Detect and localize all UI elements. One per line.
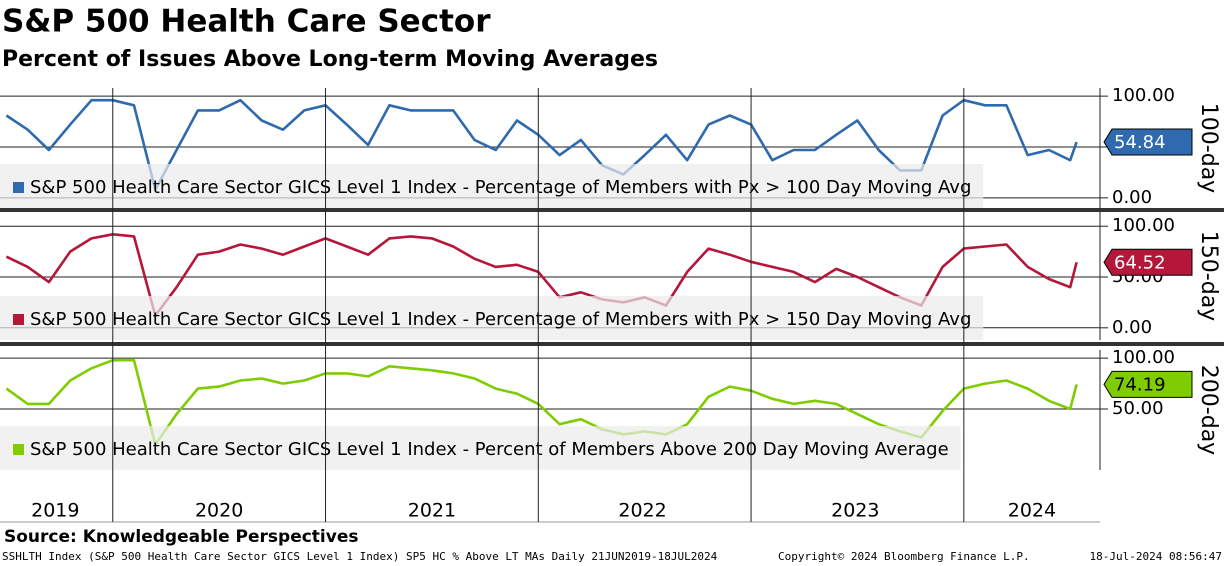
y-tick-label: 50.00: [1112, 398, 1164, 419]
subtitle: Percent of Issues Above Long-term Moving…: [2, 47, 658, 72]
y-tick-label: 100.00: [1112, 85, 1175, 106]
copyright: Copyright© 2024 Bloomberg Finance L.P.: [778, 550, 1030, 563]
legend: S&P 500 Health Care Sector GICS Level 1 …: [0, 296, 984, 340]
legend-swatch: [13, 444, 24, 455]
legend-label: S&P 500 Health Care Sector GICS Level 1 …: [30, 439, 949, 460]
timestamp: 18-Jul-2024 08:56:47: [1090, 550, 1222, 563]
legend-swatch: [13, 182, 24, 193]
footer-description: SSHLTH Index (S&P 500 Health Care Sector…: [2, 550, 718, 563]
legend-swatch: [13, 314, 24, 325]
title: S&P 500 Health Care Sector: [2, 4, 491, 40]
x-tick-label: 2020: [195, 500, 243, 522]
x-tick-label: 2024: [1008, 500, 1056, 522]
y-tick-label: 0.00: [1112, 187, 1152, 208]
legend-box: [0, 164, 984, 208]
y-tick-label: 100.00: [1112, 215, 1175, 236]
source: Source: Knowledgeable Perspectives: [4, 527, 359, 547]
x-tick-label: 2019: [31, 500, 79, 522]
last-value-badge: [1103, 248, 1193, 276]
last-value-label: 64.52: [1114, 252, 1166, 273]
legend-label: S&P 500 Health Care Sector GICS Level 1 …: [30, 309, 971, 330]
legend: S&P 500 Health Care Sector GICS Level 1 …: [0, 164, 984, 208]
y-tick-label: 0.00: [1112, 317, 1152, 338]
legend: S&P 500 Health Care Sector GICS Level 1 …: [0, 426, 961, 470]
legend-box: [0, 296, 984, 340]
panel-label: 100-day: [1196, 103, 1221, 193]
x-tick-label: 2022: [618, 500, 666, 522]
last-value-badge: [1103, 128, 1193, 156]
legend-box: [0, 426, 961, 470]
legend-label: S&P 500 Health Care Sector GICS Level 1 …: [30, 177, 971, 198]
x-tick-label: 2021: [408, 500, 456, 522]
last-value-label: 74.19: [1114, 374, 1166, 395]
x-tick-label: 2023: [831, 500, 879, 522]
y-tick-label: 100.00: [1112, 347, 1175, 368]
last-value-label: 54.84: [1114, 132, 1166, 153]
last-value-badge: [1103, 370, 1193, 398]
panel-label: 150-day: [1196, 231, 1221, 321]
panel-label: 200-day: [1196, 365, 1221, 455]
